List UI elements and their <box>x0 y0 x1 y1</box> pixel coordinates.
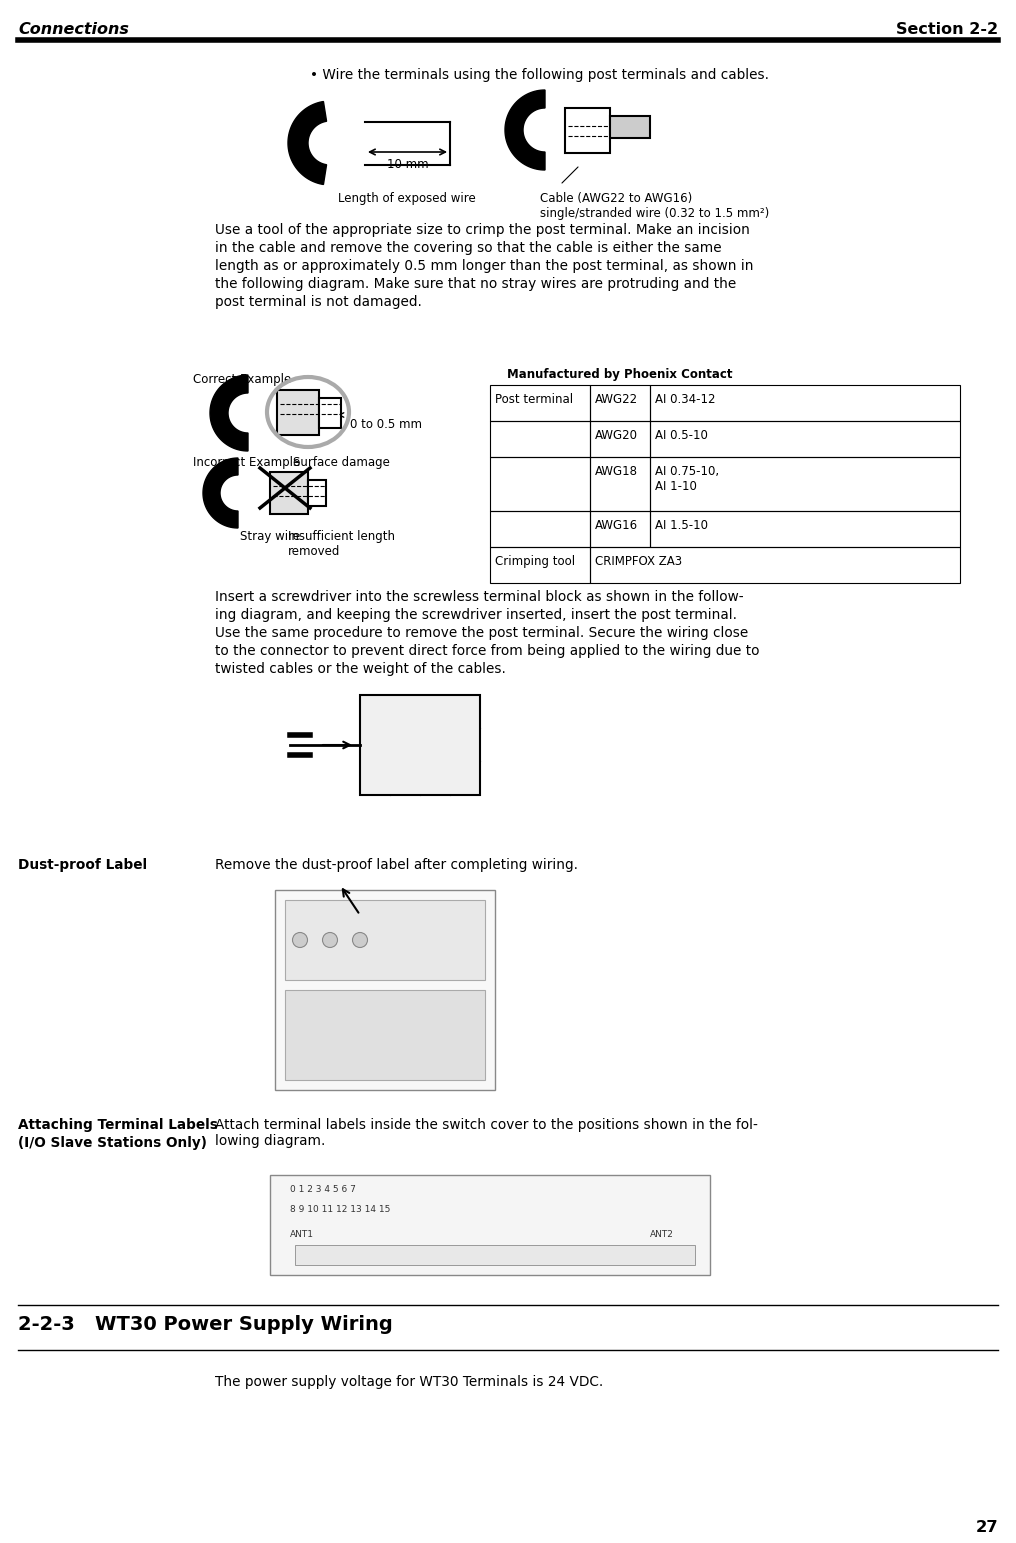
Bar <box>295 1245 695 1265</box>
Text: AI 0.75-10,
AI 1-10: AI 0.75-10, AI 1-10 <box>655 464 719 494</box>
Text: The power supply voltage for WT30 Terminals is 24 VDC.: The power supply voltage for WT30 Termin… <box>215 1375 604 1389</box>
Bar <box>490 386 590 421</box>
Text: 0 to 0.5 mm: 0 to 0.5 mm <box>350 418 422 430</box>
Text: AI 0.5-10: AI 0.5-10 <box>655 429 708 441</box>
Text: Remove the dust-proof label after completing wiring.: Remove the dust-proof label after comple… <box>215 858 578 872</box>
Ellipse shape <box>353 932 368 947</box>
Text: Use a tool of the appropriate size to crimp the post terminal. Make an incision: Use a tool of the appropriate size to cr… <box>215 224 750 238</box>
Bar <box>490 511 590 548</box>
Bar <box>650 421 960 457</box>
Text: Post terminal: Post terminal <box>495 393 573 406</box>
Bar <box>277 390 319 435</box>
Text: Crimping tool: Crimping tool <box>495 555 575 568</box>
Bar <box>590 421 650 457</box>
Bar <box>270 472 308 514</box>
Bar <box>590 511 650 548</box>
Text: length as or approximately 0.5 mm longer than the post terminal, as shown in: length as or approximately 0.5 mm longer… <box>215 259 754 273</box>
Bar <box>275 890 495 1089</box>
Text: Connections: Connections <box>18 22 129 37</box>
Text: ANT1: ANT1 <box>290 1230 314 1239</box>
Text: in the cable and remove the covering so that the cable is either the same: in the cable and remove the covering so … <box>215 241 721 255</box>
Bar <box>590 386 650 421</box>
Bar <box>490 421 590 457</box>
Bar <box>650 457 960 511</box>
Text: Incorrect Example: Incorrect Example <box>193 457 301 469</box>
Text: the following diagram. Make sure that no stray wires are protruding and the: the following diagram. Make sure that no… <box>215 278 737 292</box>
Text: 0 1 2 3 4 5 6 7: 0 1 2 3 4 5 6 7 <box>290 1185 356 1194</box>
Text: ing diagram, and keeping the screwdriver inserted, insert the post terminal.: ing diagram, and keeping the screwdriver… <box>215 608 737 622</box>
Bar <box>650 386 960 421</box>
Text: AI 1.5-10: AI 1.5-10 <box>655 518 708 532</box>
Text: AWG18: AWG18 <box>595 464 638 478</box>
Text: Section 2-2: Section 2-2 <box>896 22 998 37</box>
Bar <box>270 1176 710 1275</box>
Text: AWG16: AWG16 <box>595 518 638 532</box>
Text: 2-2-3   WT30 Power Supply Wiring: 2-2-3 WT30 Power Supply Wiring <box>18 1315 393 1335</box>
Ellipse shape <box>293 932 308 947</box>
Text: CRIMPFOX ZA3: CRIMPFOX ZA3 <box>595 555 682 568</box>
Text: Cable (AWG22 to AWG16)
single/stranded wire (0.32 to 1.5 mm²): Cable (AWG22 to AWG16) single/stranded w… <box>539 191 769 221</box>
Bar <box>565 108 610 153</box>
Polygon shape <box>288 102 326 185</box>
Text: Use the same procedure to remove the post terminal. Secure the wiring close: Use the same procedure to remove the pos… <box>215 626 748 640</box>
Text: (I/O Slave Stations Only): (I/O Slave Stations Only) <box>18 1136 207 1150</box>
Text: 10 mm: 10 mm <box>387 157 429 171</box>
Text: Length of exposed wire: Length of exposed wire <box>338 191 475 205</box>
Bar <box>490 457 590 511</box>
Polygon shape <box>505 89 545 170</box>
Polygon shape <box>210 375 248 451</box>
Text: twisted cables or the weight of the cables.: twisted cables or the weight of the cabl… <box>215 662 506 676</box>
Bar <box>590 457 650 511</box>
Text: post terminal is not damaged.: post terminal is not damaged. <box>215 295 422 309</box>
Bar <box>319 398 341 427</box>
Bar <box>650 511 960 548</box>
Bar <box>285 991 485 1080</box>
Text: Insert a screwdriver into the screwless terminal block as shown in the follow-: Insert a screwdriver into the screwless … <box>215 589 744 603</box>
Text: AWG20: AWG20 <box>595 429 638 441</box>
Text: Stray wire: Stray wire <box>240 529 300 543</box>
Text: • Wire the terminals using the following post terminals and cables.: • Wire the terminals using the following… <box>310 68 769 82</box>
Bar <box>360 694 480 795</box>
Text: AWG22: AWG22 <box>595 393 638 406</box>
Text: 27: 27 <box>975 1520 998 1535</box>
Bar <box>490 548 590 583</box>
Text: 8 9 10 11 12 13 14 15: 8 9 10 11 12 13 14 15 <box>290 1205 390 1214</box>
Text: Attaching Terminal Labels: Attaching Terminal Labels <box>18 1119 217 1133</box>
Text: Manufactured by Phoenix Contact: Manufactured by Phoenix Contact <box>507 367 733 381</box>
Text: Insufficient length
removed: Insufficient length removed <box>288 529 395 559</box>
Text: Attach terminal labels inside the switch cover to the positions shown in the fol: Attach terminal labels inside the switch… <box>215 1119 758 1148</box>
Text: AI 0.34-12: AI 0.34-12 <box>655 393 715 406</box>
Text: Dust-proof Label: Dust-proof Label <box>18 858 147 872</box>
Bar <box>285 900 485 980</box>
Text: ANT2: ANT2 <box>650 1230 674 1239</box>
Text: Correct Example: Correct Example <box>193 373 292 386</box>
Bar <box>308 480 326 506</box>
Polygon shape <box>203 458 238 528</box>
Bar <box>610 116 650 137</box>
Bar <box>590 548 960 583</box>
Text: to the connector to prevent direct force from being applied to the wiring due to: to the connector to prevent direct force… <box>215 643 760 657</box>
Text: Surface damage: Surface damage <box>293 457 390 469</box>
Ellipse shape <box>322 932 337 947</box>
